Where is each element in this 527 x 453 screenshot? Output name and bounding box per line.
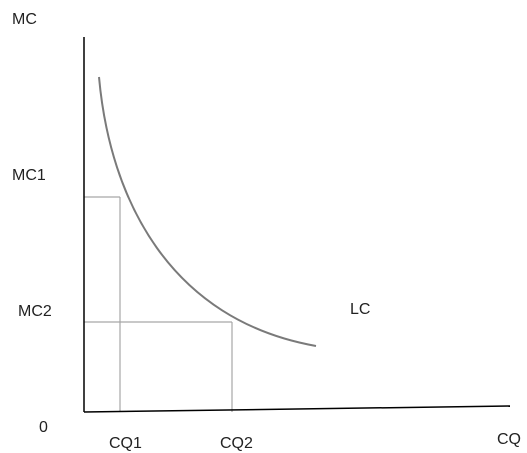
lc-curve	[98, 76, 317, 347]
y-axis-label: MC	[12, 11, 37, 28]
y-mark-mc2: MC2	[18, 303, 52, 320]
curve-label-lc: LC	[350, 301, 370, 318]
guide-lines	[84, 196, 233, 412]
x-axis	[83, 405, 511, 413]
x-axis-label: CQ	[497, 431, 521, 448]
x-mark-cq1: CQ1	[109, 435, 142, 452]
origin-label: 0	[39, 419, 48, 436]
axes	[83, 37, 511, 413]
x-mark-cq2: CQ2	[220, 435, 253, 452]
y-mark-mc1: MC1	[12, 167, 46, 184]
